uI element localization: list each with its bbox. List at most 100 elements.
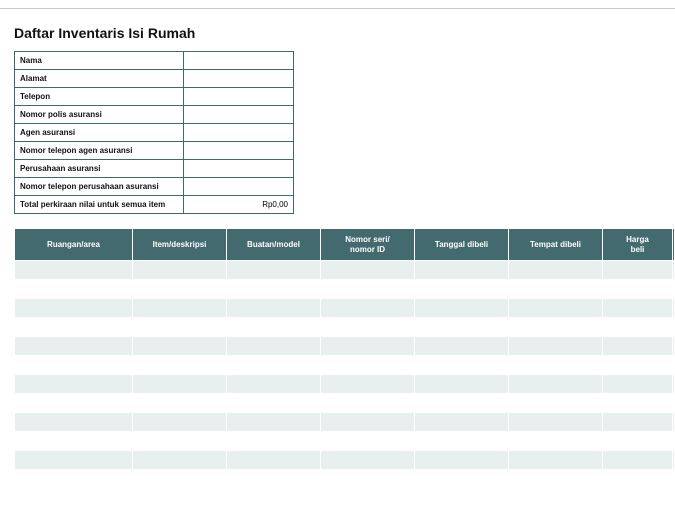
table-cell[interactable] (321, 432, 415, 451)
table-cell[interactable] (415, 356, 509, 375)
table-cell[interactable] (673, 451, 675, 470)
table-cell[interactable] (509, 413, 603, 432)
table-cell[interactable] (673, 356, 675, 375)
table-cell[interactable] (133, 375, 227, 394)
table-cell[interactable] (227, 432, 321, 451)
table-cell[interactable] (321, 299, 415, 318)
table-cell[interactable] (415, 413, 509, 432)
info-value[interactable] (184, 178, 294, 196)
table-cell[interactable] (509, 470, 603, 489)
table-cell[interactable] (509, 451, 603, 470)
table-cell[interactable] (603, 394, 673, 413)
table-cell[interactable] (603, 337, 673, 356)
table-cell[interactable] (415, 299, 509, 318)
table-cell[interactable] (415, 470, 509, 489)
table-cell[interactable] (321, 337, 415, 356)
table-cell[interactable] (227, 337, 321, 356)
table-cell[interactable] (15, 356, 133, 375)
table-cell[interactable] (227, 375, 321, 394)
table-cell[interactable] (321, 451, 415, 470)
table-cell[interactable] (673, 432, 675, 451)
table-cell[interactable] (15, 375, 133, 394)
table-cell[interactable] (415, 432, 509, 451)
table-cell[interactable] (673, 375, 675, 394)
table-cell[interactable] (133, 413, 227, 432)
table-cell[interactable] (133, 451, 227, 470)
table-cell[interactable] (673, 318, 675, 337)
table-cell[interactable] (227, 451, 321, 470)
table-cell[interactable] (227, 280, 321, 299)
table-cell[interactable] (603, 261, 673, 280)
table-cell[interactable] (133, 470, 227, 489)
table-cell[interactable] (15, 470, 133, 489)
table-cell[interactable] (509, 432, 603, 451)
table-cell[interactable] (227, 413, 321, 432)
table-cell[interactable] (15, 432, 133, 451)
table-cell[interactable] (415, 337, 509, 356)
table-cell[interactable] (133, 356, 227, 375)
table-cell[interactable] (133, 280, 227, 299)
table-cell[interactable] (227, 299, 321, 318)
table-cell[interactable] (603, 451, 673, 470)
table-cell[interactable] (603, 299, 673, 318)
table-cell[interactable] (673, 470, 675, 489)
table-cell[interactable] (509, 394, 603, 413)
table-cell[interactable] (415, 261, 509, 280)
table-cell[interactable] (321, 413, 415, 432)
info-value[interactable]: Rp0,00 (184, 196, 294, 214)
info-value[interactable] (184, 106, 294, 124)
info-value[interactable] (184, 70, 294, 88)
table-cell[interactable] (227, 318, 321, 337)
table-cell[interactable] (509, 356, 603, 375)
table-cell[interactable] (133, 261, 227, 280)
table-cell[interactable] (509, 261, 603, 280)
table-cell[interactable] (15, 413, 133, 432)
table-cell[interactable] (15, 394, 133, 413)
table-cell[interactable] (673, 394, 675, 413)
info-value[interactable] (184, 52, 294, 70)
table-cell[interactable] (133, 394, 227, 413)
table-cell[interactable] (603, 413, 673, 432)
table-cell[interactable] (509, 337, 603, 356)
table-cell[interactable] (133, 318, 227, 337)
table-cell[interactable] (321, 318, 415, 337)
table-cell[interactable] (603, 470, 673, 489)
table-cell[interactable] (321, 356, 415, 375)
table-cell[interactable] (133, 432, 227, 451)
table-cell[interactable] (321, 470, 415, 489)
table-cell[interactable] (603, 432, 673, 451)
table-cell[interactable] (15, 318, 133, 337)
table-cell[interactable] (603, 375, 673, 394)
table-cell[interactable] (603, 280, 673, 299)
table-cell[interactable] (673, 280, 675, 299)
info-value[interactable] (184, 124, 294, 142)
table-cell[interactable] (673, 299, 675, 318)
table-cell[interactable] (415, 375, 509, 394)
table-cell[interactable] (415, 451, 509, 470)
table-cell[interactable] (133, 299, 227, 318)
table-cell[interactable] (227, 356, 321, 375)
table-cell[interactable] (227, 470, 321, 489)
table-cell[interactable] (321, 280, 415, 299)
info-value[interactable] (184, 142, 294, 160)
table-cell[interactable] (509, 299, 603, 318)
table-cell[interactable] (321, 375, 415, 394)
table-cell[interactable] (227, 261, 321, 280)
table-cell[interactable] (509, 375, 603, 394)
table-cell[interactable] (673, 337, 675, 356)
info-value[interactable] (184, 88, 294, 106)
table-cell[interactable] (15, 451, 133, 470)
table-cell[interactable] (321, 394, 415, 413)
table-cell[interactable] (673, 413, 675, 432)
table-cell[interactable] (15, 299, 133, 318)
table-cell[interactable] (603, 318, 673, 337)
table-cell[interactable] (673, 261, 675, 280)
table-cell[interactable] (133, 337, 227, 356)
table-cell[interactable] (509, 280, 603, 299)
table-cell[interactable] (509, 318, 603, 337)
table-cell[interactable] (321, 261, 415, 280)
table-cell[interactable] (15, 261, 133, 280)
table-cell[interactable] (603, 356, 673, 375)
table-cell[interactable] (415, 394, 509, 413)
table-cell[interactable] (415, 318, 509, 337)
